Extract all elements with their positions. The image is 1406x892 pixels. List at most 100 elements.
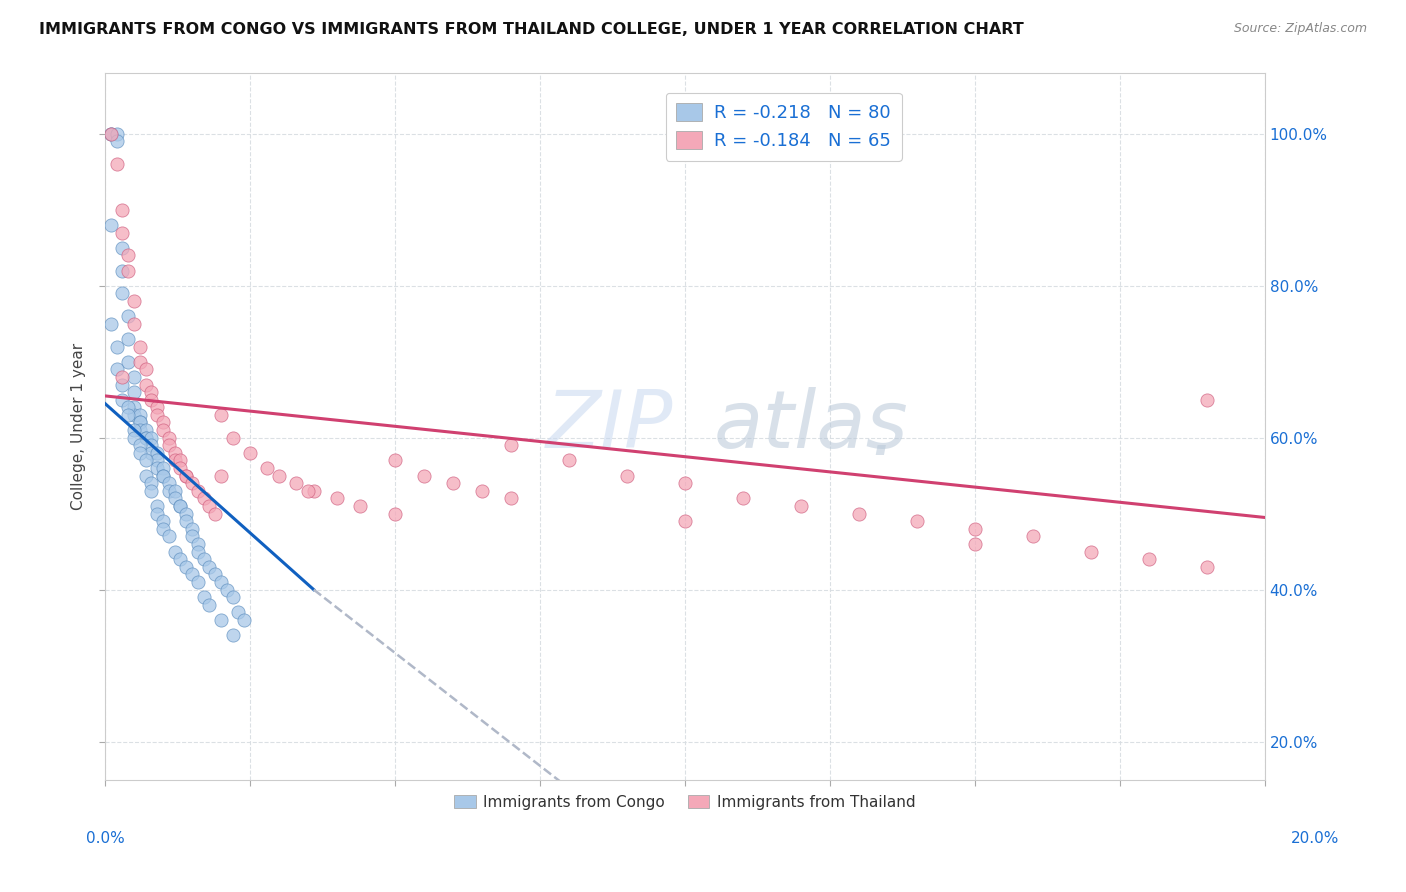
Point xyxy=(616,468,638,483)
Point xyxy=(141,385,163,400)
Point xyxy=(187,575,209,590)
Point xyxy=(169,461,191,475)
Point xyxy=(193,552,215,566)
Point xyxy=(152,423,174,437)
Point xyxy=(209,613,232,627)
Point xyxy=(221,591,243,605)
Point xyxy=(128,438,150,452)
Point xyxy=(146,408,169,422)
Point xyxy=(157,483,180,498)
Point xyxy=(117,408,139,422)
Point xyxy=(146,401,169,415)
Point xyxy=(141,446,163,460)
Text: 0.0%: 0.0% xyxy=(86,831,125,846)
Point xyxy=(122,293,145,308)
Point xyxy=(146,461,169,475)
Point xyxy=(105,134,128,148)
Point xyxy=(135,423,157,437)
Point xyxy=(1022,529,1045,543)
Point xyxy=(181,522,204,536)
Text: Source: ZipAtlas.com: Source: ZipAtlas.com xyxy=(1233,22,1367,36)
Point xyxy=(413,468,436,483)
Point xyxy=(256,461,278,475)
Point xyxy=(673,476,696,491)
Point xyxy=(111,286,134,301)
Point xyxy=(215,582,238,597)
Point xyxy=(141,483,163,498)
Point xyxy=(198,559,221,574)
Point xyxy=(146,507,169,521)
Point xyxy=(187,537,209,551)
Point xyxy=(174,559,197,574)
Point xyxy=(135,362,157,376)
Point xyxy=(905,514,928,528)
Text: 20.0%: 20.0% xyxy=(1291,831,1339,846)
Point xyxy=(1137,552,1160,566)
Point xyxy=(174,514,197,528)
Point xyxy=(122,317,145,331)
Point xyxy=(221,628,243,642)
Point xyxy=(963,537,986,551)
Point xyxy=(141,392,163,407)
Point xyxy=(122,431,145,445)
Text: ZIP: ZIP xyxy=(546,387,673,466)
Point xyxy=(193,591,215,605)
Point xyxy=(163,491,186,506)
Point xyxy=(111,377,134,392)
Point xyxy=(198,598,221,612)
Point xyxy=(157,476,180,491)
Point xyxy=(297,483,319,498)
Point xyxy=(152,416,174,430)
Point xyxy=(267,468,290,483)
Legend: Immigrants from Congo, Immigrants from Thailand: Immigrants from Congo, Immigrants from T… xyxy=(449,789,922,816)
Point xyxy=(146,499,169,513)
Point xyxy=(141,476,163,491)
Point xyxy=(790,499,813,513)
Point xyxy=(122,423,145,437)
Point xyxy=(128,408,150,422)
Point xyxy=(157,438,180,452)
Point xyxy=(146,446,169,460)
Point xyxy=(152,468,174,483)
Point xyxy=(135,453,157,467)
Point xyxy=(128,446,150,460)
Point xyxy=(135,431,157,445)
Point xyxy=(100,127,122,141)
Point xyxy=(174,507,197,521)
Point xyxy=(221,431,243,445)
Point xyxy=(146,453,169,467)
Point xyxy=(198,499,221,513)
Point xyxy=(1195,559,1218,574)
Point xyxy=(122,401,145,415)
Point xyxy=(1080,544,1102,558)
Point xyxy=(349,499,371,513)
Point xyxy=(117,355,139,369)
Point xyxy=(673,514,696,528)
Point xyxy=(135,468,157,483)
Point xyxy=(157,529,180,543)
Point xyxy=(122,370,145,384)
Point xyxy=(157,431,180,445)
Point xyxy=(152,468,174,483)
Point xyxy=(163,544,186,558)
Point xyxy=(169,453,191,467)
Point xyxy=(105,157,128,171)
Point xyxy=(731,491,754,506)
Point xyxy=(105,127,128,141)
Point xyxy=(111,392,134,407)
Point xyxy=(848,507,870,521)
Point xyxy=(441,476,464,491)
Point xyxy=(384,453,406,467)
Point xyxy=(128,416,150,430)
Point xyxy=(204,567,226,582)
Point xyxy=(111,241,134,255)
Point xyxy=(128,423,150,437)
Point xyxy=(117,263,139,277)
Point xyxy=(209,408,232,422)
Point xyxy=(117,309,139,323)
Point xyxy=(174,468,197,483)
Point xyxy=(163,483,186,498)
Point xyxy=(128,355,150,369)
Point xyxy=(117,332,139,346)
Point xyxy=(152,461,174,475)
